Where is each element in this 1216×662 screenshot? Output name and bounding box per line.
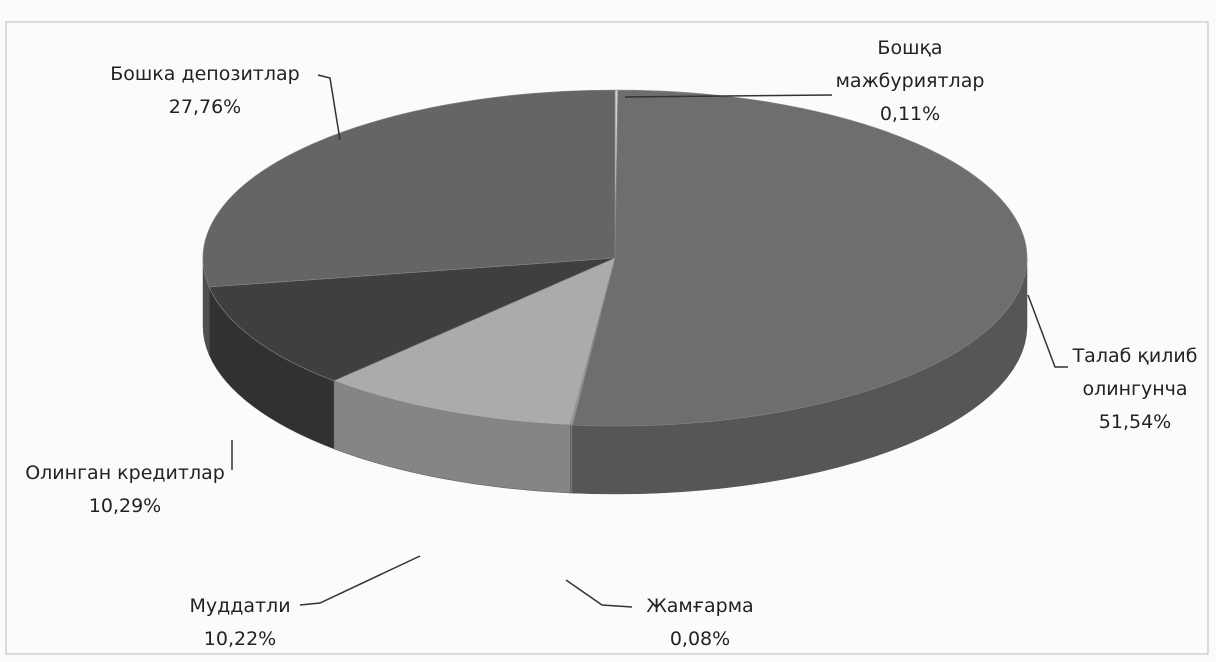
pie-slice xyxy=(333,257,616,426)
category-label: Жамғарма xyxy=(646,595,754,617)
leader-line xyxy=(299,555,421,606)
category-label: Бошка депозитлар xyxy=(110,63,300,85)
category-label: Талаб қилиб олингунча xyxy=(1072,345,1198,400)
pie-slice xyxy=(208,257,616,382)
category-label: Олинган кредитлар xyxy=(25,462,225,484)
data-label: Жамғарма 0,08% xyxy=(620,590,780,656)
value-label: 10,22% xyxy=(203,628,277,650)
value-label: 0,08% xyxy=(669,628,731,650)
pie-slice xyxy=(571,89,1028,427)
data-label: Бошқа мажбуриятлар 0,11% xyxy=(820,32,1000,131)
data-label: Бошка депозитлар 27,76% xyxy=(90,58,320,124)
value-label: 10,29% xyxy=(88,495,162,517)
leader-line xyxy=(565,579,633,608)
data-label: Олинган кредитлар 10,29% xyxy=(5,457,245,523)
data-label: Талаб қилиб олингунча 51,54% xyxy=(1060,340,1210,439)
value-label: 51,54% xyxy=(1098,411,1172,433)
category-label: Муддатли xyxy=(189,595,291,617)
value-label: 27,76% xyxy=(168,96,242,118)
category-label: Бошқа мажбуриятлар xyxy=(835,37,985,92)
data-label: Муддатли 10,22% xyxy=(160,590,320,656)
chart-frame xyxy=(5,21,1209,655)
leader-line xyxy=(1027,294,1068,368)
pie-slice-side xyxy=(570,424,573,494)
leader-line xyxy=(317,74,341,141)
leader-line xyxy=(624,94,833,98)
pie-slice xyxy=(202,89,616,288)
value-label: 0,11% xyxy=(879,103,941,125)
